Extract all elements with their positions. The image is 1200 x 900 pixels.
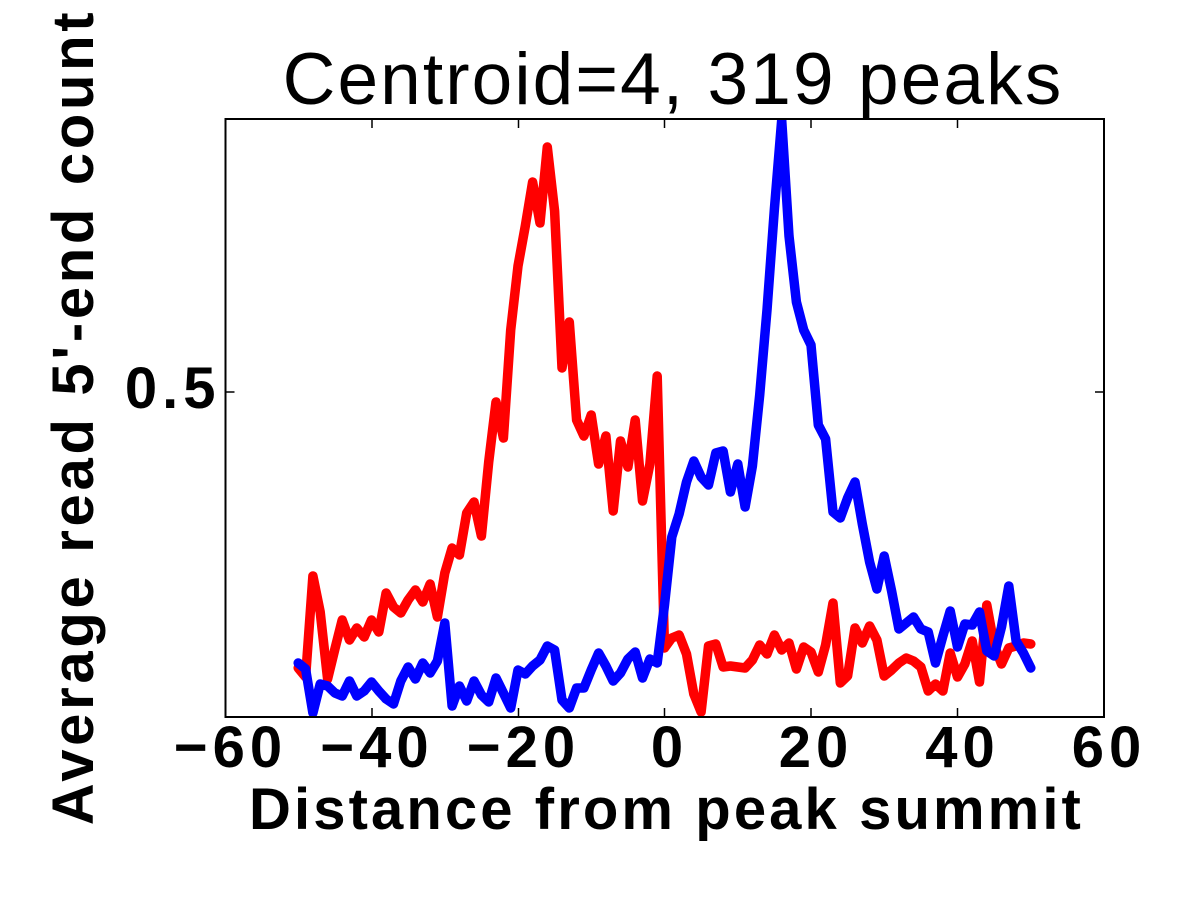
- svg-text:Average read 5'-end count: Average read 5'-end count: [41, 9, 106, 825]
- svg-text:−40: −40: [320, 715, 433, 780]
- svg-text:−20: −20: [467, 715, 580, 780]
- svg-text:60: 60: [1072, 715, 1147, 780]
- svg-text:20: 20: [779, 715, 854, 780]
- svg-text:0: 0: [651, 715, 688, 780]
- svg-text:40: 40: [925, 715, 1000, 780]
- svg-text:−60: −60: [174, 715, 287, 780]
- svg-text:0.5: 0.5: [125, 356, 221, 421]
- svg-text:Distance from peak summit: Distance from peak summit: [249, 777, 1084, 842]
- svg-text:Centroid=4, 319 peaks: Centroid=4, 319 peaks: [283, 39, 1064, 120]
